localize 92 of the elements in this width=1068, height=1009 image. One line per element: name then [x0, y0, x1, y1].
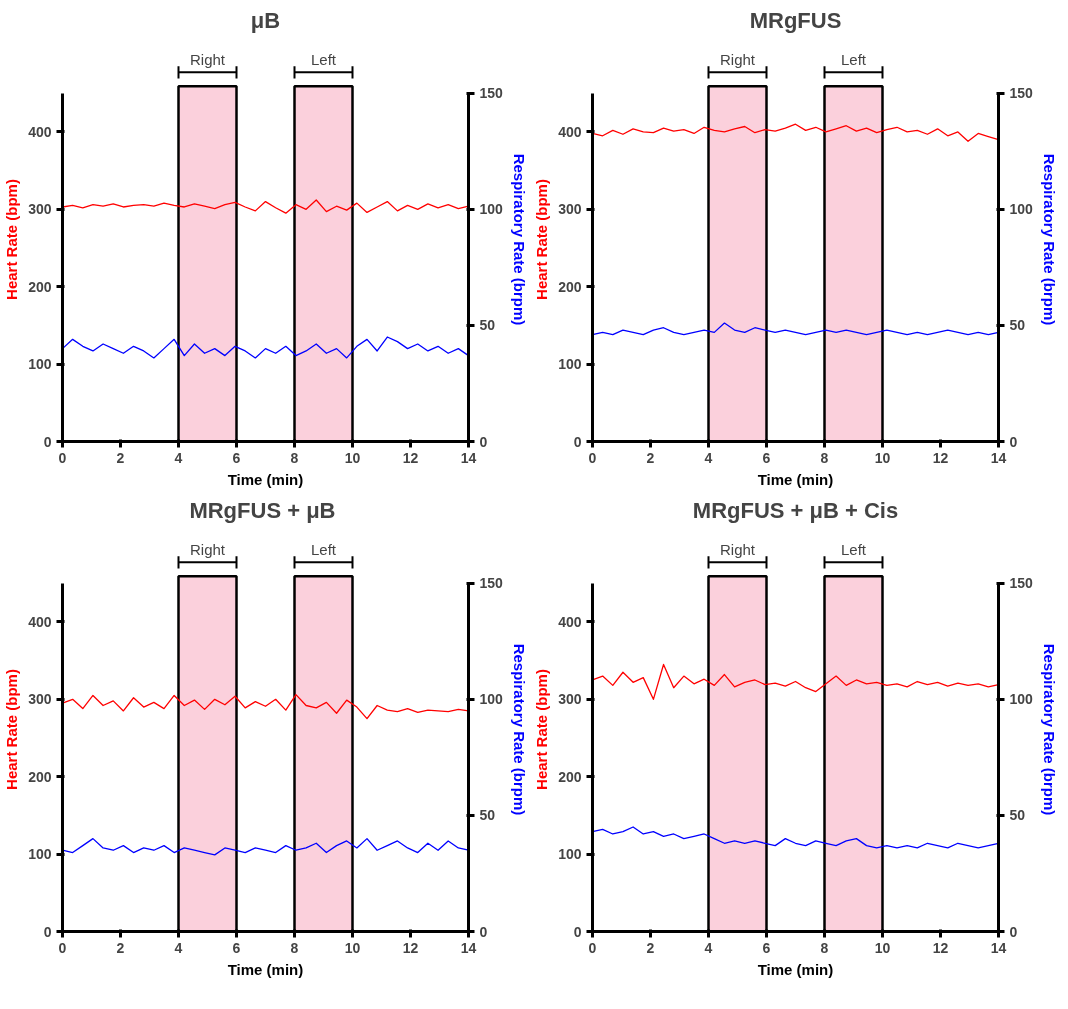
x-tick-label: 0: [588, 449, 597, 466]
x-tick-label: 10: [874, 449, 891, 466]
y-axis-title: Heart Rate (bpm): [533, 179, 551, 300]
y2-tick-label: 150: [1009, 85, 1034, 102]
chart-title: MRgFUS: [749, 7, 842, 33]
y-tick-label: 300: [28, 201, 52, 218]
x-tick-label: 6: [762, 939, 771, 956]
y2-tick-label: 0: [479, 923, 488, 940]
y-axis-title: Heart Rate (bpm): [533, 669, 551, 790]
y-tick-label: 300: [558, 201, 582, 218]
chart-title: μB: [250, 7, 281, 33]
y2-axis-title: Respiratory Rate (brpm): [1040, 643, 1058, 816]
x-tick-label: 4: [704, 939, 713, 956]
y2-tick-label: 50: [1009, 807, 1026, 824]
band-label: Right: [189, 540, 226, 558]
x-tick-label: 12: [932, 939, 949, 956]
y2-axis-title: Respiratory Rate (brpm): [510, 643, 528, 816]
y-axis-title: Heart Rate (bpm): [3, 179, 21, 300]
x-tick-label: 8: [820, 939, 829, 956]
x-tick-label: 4: [174, 449, 183, 466]
y-tick-label: 200: [28, 278, 52, 295]
y-tick-label: 0: [573, 433, 582, 450]
y2-tick-label: 50: [479, 807, 496, 824]
x-axis-title: Time (min): [227, 960, 304, 978]
x-axis-title: Time (min): [757, 960, 834, 978]
band-label: Right: [189, 50, 226, 68]
x-tick-label: 4: [174, 939, 183, 956]
y-tick-label: 200: [558, 278, 582, 295]
y2-tick-label: 0: [479, 433, 488, 450]
y2-tick-label: 50: [479, 317, 496, 334]
band-label: Left: [840, 540, 867, 558]
x-tick-label: 6: [762, 449, 771, 466]
x-tick-label: 8: [820, 449, 829, 466]
y-tick-label: 400: [28, 613, 52, 630]
x-tick-label: 10: [874, 939, 891, 956]
y-tick-label: 200: [558, 768, 582, 785]
y-tick-label: 100: [558, 846, 582, 863]
y-tick-label: 300: [28, 691, 52, 708]
band-label: Left: [840, 50, 867, 68]
y2-tick-label: 50: [1009, 317, 1026, 334]
band-label: Left: [310, 50, 337, 68]
x-tick-label: 14: [990, 449, 1007, 466]
x-tick-label: 14: [990, 939, 1007, 956]
x-tick-label: 14: [460, 449, 477, 466]
x-tick-label: 12: [402, 449, 419, 466]
y2-tick-label: 100: [479, 201, 504, 218]
x-tick-label: 12: [402, 939, 419, 956]
x-tick-label: 0: [58, 939, 67, 956]
y-tick-label: 100: [28, 356, 52, 373]
x-tick-label: 2: [116, 939, 125, 956]
y-tick-label: 0: [43, 433, 52, 450]
x-tick-label: 14: [460, 939, 477, 956]
y-tick-label: 400: [28, 123, 52, 140]
y-tick-label: 300: [558, 691, 582, 708]
y2-tick-label: 150: [479, 85, 504, 102]
x-axis-title: Time (min): [757, 470, 834, 488]
x-tick-label: 10: [344, 449, 361, 466]
y-tick-label: 400: [558, 123, 582, 140]
x-tick-label: 2: [646, 449, 655, 466]
x-axis-title: Time (min): [227, 470, 304, 488]
y2-tick-label: 100: [1009, 691, 1034, 708]
y2-axis-title: Respiratory Rate (brpm): [1040, 153, 1058, 326]
y-tick-label: 0: [573, 923, 582, 940]
x-tick-label: 2: [646, 939, 655, 956]
x-tick-label: 6: [232, 449, 241, 466]
y-tick-label: 400: [558, 613, 582, 630]
x-tick-label: 6: [232, 939, 241, 956]
y2-tick-label: 100: [1009, 201, 1034, 218]
y-tick-label: 100: [28, 846, 52, 863]
y2-tick-label: 150: [479, 575, 504, 592]
y-tick-label: 100: [558, 356, 582, 373]
y2-tick-label: 0: [1009, 923, 1018, 940]
x-tick-label: 4: [704, 449, 713, 466]
x-tick-label: 0: [588, 939, 597, 956]
x-tick-label: 0: [58, 449, 67, 466]
chart-title: MRgFUS + μB: [189, 497, 336, 523]
chart-title: MRgFUS + μB + Cis: [692, 497, 899, 523]
y2-tick-label: 100: [479, 691, 504, 708]
band-label: Right: [719, 50, 756, 68]
x-tick-label: 2: [116, 449, 125, 466]
band-label: Right: [719, 540, 756, 558]
y2-tick-label: 150: [1009, 575, 1034, 592]
x-tick-label: 8: [290, 939, 299, 956]
y-axis-title: Heart Rate (bpm): [3, 669, 21, 790]
y2-tick-label: 0: [1009, 433, 1018, 450]
x-tick-label: 8: [290, 449, 299, 466]
band-label: Left: [310, 540, 337, 558]
y-tick-label: 0: [43, 923, 52, 940]
x-tick-label: 12: [932, 449, 949, 466]
y-tick-label: 200: [28, 768, 52, 785]
y2-axis-title: Respiratory Rate (brpm): [510, 153, 528, 326]
x-tick-label: 10: [344, 939, 361, 956]
